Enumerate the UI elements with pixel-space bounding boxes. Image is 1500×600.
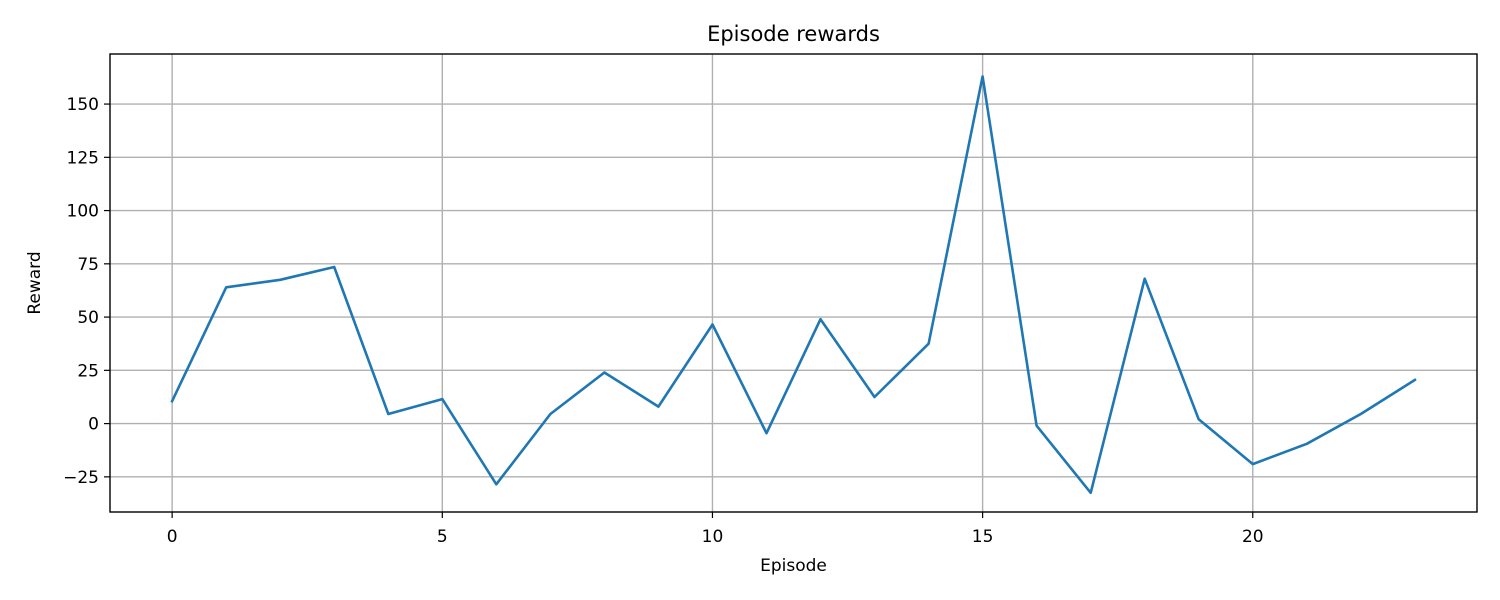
y-tick-label: 150 (67, 95, 99, 115)
y-tick-label: 0 (88, 415, 99, 435)
x-tick-label: 10 (702, 527, 724, 547)
x-tick-label: 5 (437, 527, 448, 547)
y-tick-label: 50 (77, 308, 99, 328)
chart-title: Episode rewards (707, 22, 880, 46)
y-tick-label: −25 (63, 468, 99, 488)
y-tick-label: 125 (67, 148, 99, 168)
series-line (170, 75, 1417, 495)
plot-area (170, 75, 1417, 495)
x-axis-label: Episode (760, 556, 827, 576)
y-axis-label: Reward (25, 251, 45, 314)
y-tick-label: 100 (67, 202, 99, 222)
ticks: 0 5 10 15 20 −25 0 25 50 75 100 125 150 (63, 95, 1263, 547)
x-tick-label: 0 (167, 527, 178, 547)
x-tick-label: 20 (1242, 527, 1264, 547)
x-tick-label: 15 (972, 527, 994, 547)
y-tick-label: 25 (77, 361, 99, 381)
axes-frame (109, 53, 1478, 513)
y-tick-label: 75 (77, 255, 99, 275)
grid (110, 54, 1477, 512)
